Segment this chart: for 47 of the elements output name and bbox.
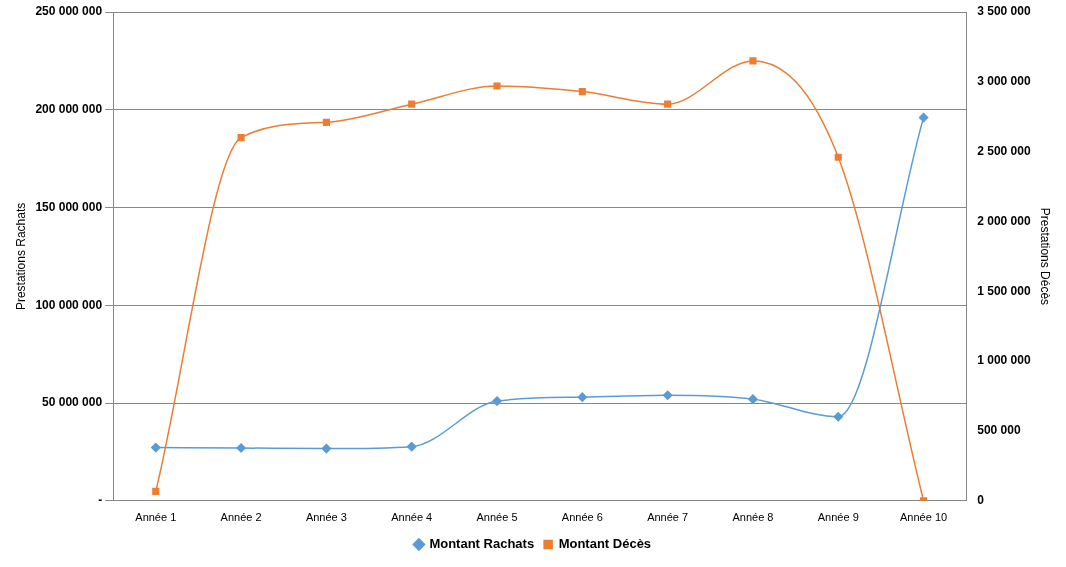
point [662, 390, 673, 400]
y2-tick-label: 0 [977, 493, 985, 508]
x-tick-label: Année 1 [135, 511, 177, 524]
point [578, 88, 586, 96]
point [406, 441, 417, 452]
y-tick-label: 200 000 000 [35, 102, 103, 117]
x-tick-label: Année 3 [305, 511, 347, 524]
y-tick-label: - [98, 493, 103, 508]
y2-tick-label: 3 000 000 [977, 74, 1031, 89]
point [151, 442, 161, 453]
y-tick-label: 50 000 000 [42, 395, 103, 410]
point [493, 82, 501, 90]
point [321, 443, 332, 454]
point [749, 57, 757, 65]
y2-tick-label: 500 000 [977, 423, 1021, 438]
x-tick-label: Année 9 [817, 511, 859, 524]
point [833, 411, 843, 422]
point [834, 153, 842, 161]
x-tick-label: Année 7 [647, 511, 689, 524]
point [918, 112, 929, 123]
point [236, 443, 246, 453]
y-tick-label: 100 000 000 [35, 297, 103, 312]
point [152, 487, 160, 496]
y2-tick-label: 1 500 000 [977, 283, 1031, 298]
legend-label: Montant Décès [558, 536, 652, 552]
y2-axis-title: Prestations Décès [1038, 207, 1053, 306]
point [577, 392, 588, 402]
y-tick-label: 150 000 000 [35, 199, 103, 214]
y-tick-label: 250 000 000 [35, 4, 103, 19]
y2-tick-label: 1 000 000 [977, 353, 1031, 368]
x-tick-label: Année 8 [732, 511, 774, 524]
y2-tick-label: 3 500 000 [977, 4, 1031, 19]
y2-tick-label: 2 500 000 [977, 143, 1031, 158]
x-tick-label: Année 6 [561, 511, 603, 524]
x-tick-label: Année 2 [220, 511, 262, 524]
y2-tick-label: 2 000 000 [977, 213, 1031, 228]
x-tick-label: Année 5 [476, 511, 518, 524]
point [408, 100, 416, 108]
x-tick-label: Année 10 [900, 511, 948, 524]
x-tick-label: Année 4 [391, 511, 433, 524]
point [237, 134, 245, 142]
legend-label: Montant Rachats [429, 536, 535, 552]
point [492, 396, 502, 406]
point [322, 118, 330, 126]
point [664, 100, 672, 108]
point [748, 394, 758, 404]
y-axis-title: Prestations Rachats [13, 202, 28, 311]
